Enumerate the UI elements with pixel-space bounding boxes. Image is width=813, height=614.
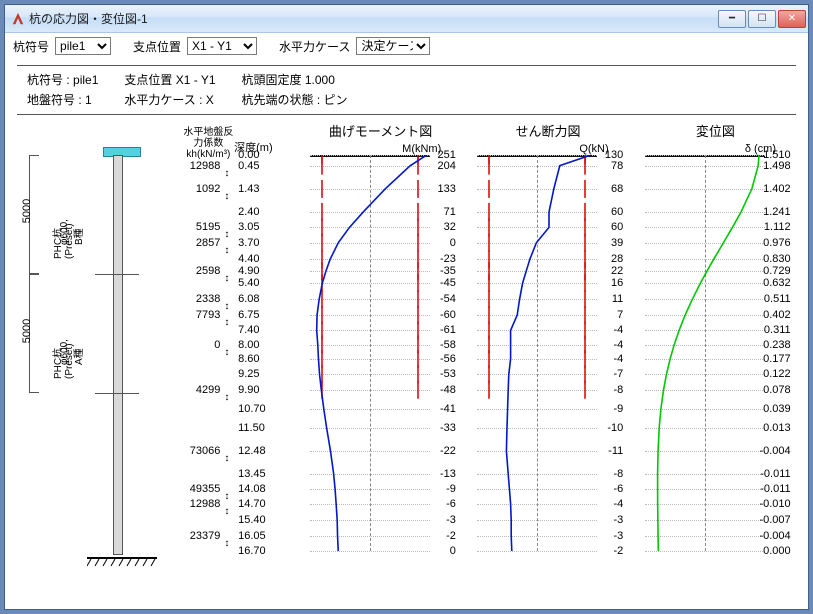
kh-arrow-icon: ↕ xyxy=(224,229,229,240)
depth-value: 6.75 xyxy=(238,309,259,321)
content: 杭符号 : pile1 支点位置 X1 - Y1 杭頭固定度 1.000 地盤符… xyxy=(5,59,808,135)
kh-arrow-icon: ↕ xyxy=(224,273,229,284)
maximize-button[interactable]: ☐ xyxy=(748,10,776,28)
kh-arrow-icon: ↕ xyxy=(224,301,229,312)
depth-value: 2.40 xyxy=(238,206,259,218)
pile-len-1: 5000 xyxy=(21,199,33,223)
kh-arrow-icon: ↕ xyxy=(224,317,229,328)
kh-value: 49355 xyxy=(180,483,220,495)
moment-title: 曲げモーメント図 xyxy=(304,121,457,140)
kh-arrow-icon: ↕ xyxy=(224,506,229,517)
hcase-label: 水平力ケース xyxy=(279,38,350,55)
shear-title: せん断力図 xyxy=(471,121,624,140)
depth-value: 8.60 xyxy=(238,353,259,365)
kh-value: 73066 xyxy=(180,445,220,457)
depth-value: 12.48 xyxy=(238,445,266,457)
kh-value: 12988 xyxy=(180,160,220,172)
chart-line xyxy=(477,155,597,551)
pile-len-2: 5000 xyxy=(21,319,33,343)
kh-arrow-icon: ↕ xyxy=(224,245,229,256)
charts-row: 5000 PHC杭(Preset) φ600, B種 5000 PHC杭(Pre… xyxy=(17,115,796,129)
pile-label: 杭符号 xyxy=(13,38,49,55)
pile-joint xyxy=(95,393,139,394)
kh-arrow-icon: ↕ xyxy=(224,347,229,358)
kh-value: 2598 xyxy=(180,265,220,277)
depth-value: 6.08 xyxy=(238,293,259,305)
kh-arrow-icon: ↕ xyxy=(224,392,229,403)
depth-value: 15.40 xyxy=(238,514,266,526)
depth-value: 13.45 xyxy=(238,468,266,480)
support-label: 支点位置 xyxy=(133,38,181,55)
depth-value: 1.43 xyxy=(238,183,259,195)
disp-title: 変位図 xyxy=(639,121,792,140)
depth-value: 14.08 xyxy=(238,483,266,495)
depth-value: 7.40 xyxy=(238,324,259,336)
chart-line xyxy=(310,155,430,551)
depth-value: 3.05 xyxy=(238,221,259,233)
depth-value: 11.50 xyxy=(238,422,265,434)
pile-bar xyxy=(113,155,123,555)
kh-value: 2338 xyxy=(180,293,220,305)
kh-value: 23379 xyxy=(180,530,220,542)
kh-arrow-icon: ↕ xyxy=(224,453,229,464)
kh-value: 0 xyxy=(180,339,220,351)
ground-icon xyxy=(87,557,157,567)
kh-value: 1092 xyxy=(180,183,220,195)
app-window: 杭の応力図・変位図-1 ━ ☐ ✕ 杭符号 pile1 支点位置 X1 - Y1… xyxy=(4,4,809,610)
chart-line xyxy=(645,155,765,551)
kh-arrow-icon: ↕ xyxy=(224,491,229,502)
depth-value: 16.70 xyxy=(238,545,266,557)
depth-value: 16.05 xyxy=(238,530,266,542)
pile-dia-2: φ600, A種 xyxy=(59,339,85,365)
app-icon xyxy=(11,12,25,26)
kh-value: 12988 xyxy=(180,498,220,510)
depth-value: 3.70 xyxy=(238,237,259,249)
depth-value: 9.25 xyxy=(238,368,259,380)
kh-value: 2857 xyxy=(180,237,220,249)
kh-arrow-icon: ↕ xyxy=(224,168,229,179)
support-select[interactable]: X1 - Y1 xyxy=(187,37,257,55)
pile-select[interactable]: pile1 xyxy=(55,37,111,55)
toolbar: 杭符号 pile1 支点位置 X1 - Y1 水平力ケース 決定ケース xyxy=(5,33,808,59)
depth-value: 5.40 xyxy=(238,277,259,289)
close-button[interactable]: ✕ xyxy=(778,10,806,28)
kh-value: 4299 xyxy=(180,384,220,396)
pile-joint xyxy=(95,274,139,275)
depth-value: 14.70 xyxy=(238,498,266,510)
info-block: 杭符号 : pile1 支点位置 X1 - Y1 杭頭固定度 1.000 地盤符… xyxy=(17,65,796,115)
kh-arrow-icon: ↕ xyxy=(224,538,229,549)
minimize-button[interactable]: ━ xyxy=(718,10,746,28)
pile-dia-1: φ600, B種 xyxy=(59,219,85,245)
kh-value: 7793 xyxy=(180,309,220,321)
depth-value: 0.45 xyxy=(238,160,259,172)
hcase-select[interactable]: 決定ケース xyxy=(356,37,430,55)
depth-value: 8.00 xyxy=(238,339,259,351)
titlebar: 杭の応力図・変位図-1 ━ ☐ ✕ xyxy=(5,5,808,33)
depth-value: 10.70 xyxy=(238,403,266,415)
kh-arrow-icon: ↕ xyxy=(224,191,229,202)
window-title: 杭の応力図・変位図-1 xyxy=(29,10,718,27)
kh-header: 水平地盤反力係数 kh(kN/m³) xyxy=(180,127,236,160)
depth-value: 9.90 xyxy=(238,384,259,396)
kh-value: 5195 xyxy=(180,221,220,233)
depth-value: 4.40 xyxy=(238,253,259,265)
depth-value: 4.90 xyxy=(238,265,259,277)
